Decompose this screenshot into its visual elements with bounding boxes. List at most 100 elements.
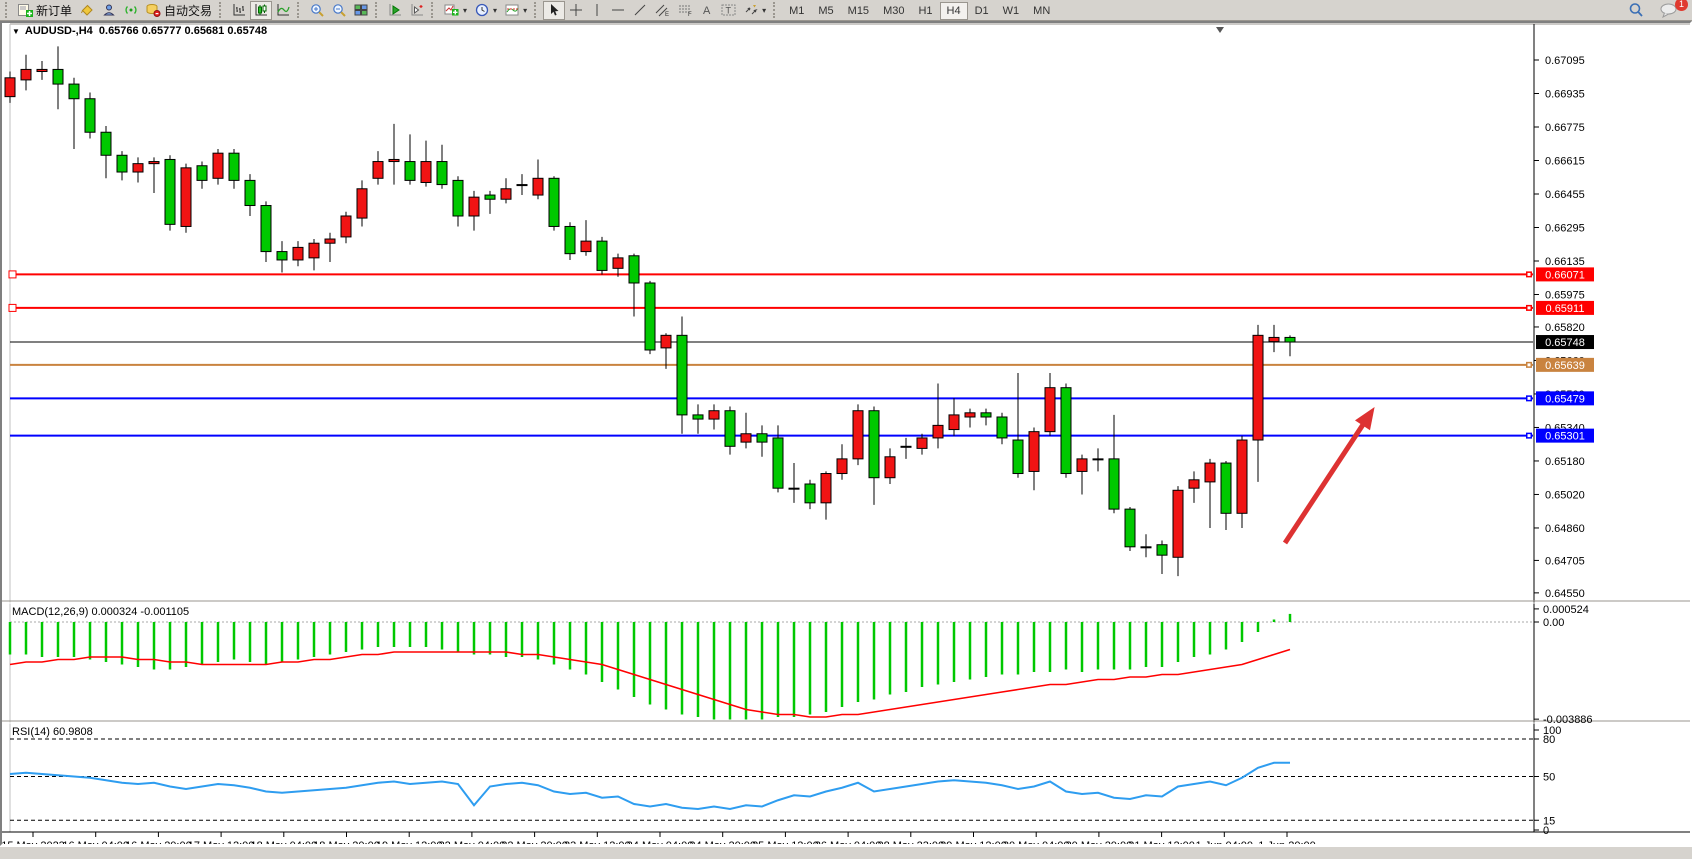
level-anchor[interactable]: [8, 270, 17, 279]
auto-trading-icon: [146, 3, 161, 17]
candle-body: [852, 410, 864, 460]
zoom-out-button[interactable]: [328, 1, 350, 20]
candle-body: [612, 257, 624, 269]
chart-bars-button[interactable]: [228, 1, 250, 20]
timeframe-button-M5[interactable]: M5: [818, 5, 834, 17]
sound-signal-icon: [124, 3, 138, 17]
time-label: 25 May 12:00: [752, 840, 819, 844]
time-label: 16 May 04:00: [62, 840, 129, 844]
candle-body: [436, 161, 448, 186]
price-badge: [1536, 391, 1594, 406]
time-axis[interactable]: 15 May 202316 May 04:0016 May 20:0017 Ma…: [2, 831, 1690, 844]
collapse-triangle-icon: ▼: [12, 27, 20, 36]
price-badge-value: 0.65301: [1545, 431, 1585, 443]
candle-body: [132, 163, 144, 173]
timeframe-button-MN[interactable]: MN: [1033, 5, 1051, 17]
channel-tool-button[interactable]: E: [651, 1, 674, 20]
svg-text:0.00: 0.00: [1543, 617, 1564, 629]
timeframe-button-M30[interactable]: M30: [883, 5, 905, 17]
time-label: 23 May 12:00: [564, 840, 631, 844]
fibonacci-icon: F: [678, 3, 693, 17]
price-chart-canvas[interactable]: 0.67095 0.66935 0.66775 0.66615 0.66455 0.662…: [2, 23, 1690, 844]
price-badge-value: 0.65639: [1545, 360, 1585, 372]
alerts-sound-button[interactable]: [120, 1, 142, 20]
candle-body: [420, 161, 432, 183]
time-label: 19 May 12:00: [376, 840, 443, 844]
step-forward-button[interactable]: [384, 1, 406, 20]
svg-text:0.65975: 0.65975: [1545, 290, 1585, 302]
trendline-tool-button[interactable]: [629, 1, 651, 20]
svg-text:0.64550: 0.64550: [1545, 588, 1585, 600]
timeframe-button-H4[interactable]: H4: [939, 2, 968, 20]
time-label: 22 May 20:00: [501, 840, 568, 844]
text-label-tool-button[interactable]: T: [717, 1, 740, 20]
svg-text:-0.003886: -0.003886: [1543, 714, 1593, 726]
candle-body: [964, 412, 976, 418]
candle-body: [164, 158, 176, 225]
candle-body: [324, 238, 336, 244]
svg-text:0.67095: 0.67095: [1545, 55, 1585, 67]
chevron-down-icon: ▾: [493, 5, 498, 15]
timeframe-button-D1[interactable]: D1: [974, 5, 989, 17]
price-badge: [1536, 428, 1594, 443]
timeframe-button-M1[interactable]: M1: [789, 5, 805, 17]
tile-windows-button[interactable]: [350, 1, 372, 20]
templates-button[interactable]: ▾: [501, 1, 531, 20]
chart-window[interactable]: ▼ AUDUSD-,H4 0.65766 0.65777 0.65681 0.65…: [0, 21, 1692, 846]
svg-text:0.66455: 0.66455: [1545, 189, 1585, 201]
candle-body: [884, 456, 896, 479]
timeframe-button-H1[interactable]: H1: [918, 5, 933, 17]
arrows-shapes-icon: [744, 3, 758, 17]
timeframe-button-M15[interactable]: M15: [847, 5, 870, 17]
svg-text:0.66615: 0.66615: [1545, 156, 1585, 168]
fibonacci-tool-button[interactable]: F: [674, 1, 697, 20]
auto-trading-label: 自动交易: [164, 3, 213, 18]
candle-body: [308, 242, 320, 259]
chart-line-button[interactable]: [272, 1, 294, 20]
svg-text:T: T: [726, 6, 732, 16]
candle-body: [372, 161, 384, 179]
candle-body: [932, 424, 944, 439]
candle-body: [212, 152, 224, 179]
cursor-tool-button[interactable]: [543, 0, 566, 20]
candlestick-chart-icon: [254, 3, 268, 17]
search-button[interactable]: [1624, 1, 1648, 20]
macd-signal-line: [9, 648, 1291, 718]
time-label: 31 May 12:00: [1128, 840, 1195, 844]
svg-text:0: 0: [1543, 825, 1549, 837]
annotation-arrow[interactable]: [1282, 406, 1375, 545]
indicators-button[interactable]: ▾: [440, 1, 471, 20]
shapes-tool-button[interactable]: ▾: [740, 1, 770, 20]
time-label: 1 Jun 20:00: [1258, 840, 1316, 844]
candle-body: [452, 179, 464, 217]
profile-button[interactable]: [98, 1, 120, 20]
candle-body: [532, 177, 544, 196]
chart-ohlc-quote: 0.65766 0.65777 0.65681 0.65748: [98, 25, 268, 37]
new-order-button[interactable]: 新订单: [14, 1, 76, 20]
periods-button[interactable]: ▾: [471, 1, 501, 20]
text-tool-button[interactable]: A: [697, 1, 717, 20]
macd-indicator-label: MACD(12,26,9) 0.000324 -0.001105: [12, 606, 189, 618]
bar-chart-icon: [232, 3, 246, 17]
candle-body: [788, 487, 800, 490]
auto-trading-button[interactable]: 自动交易: [142, 1, 216, 20]
step-single-button[interactable]: [406, 1, 428, 20]
horizontal-line-tool-button[interactable]: [607, 1, 629, 20]
crosshair-tool-button[interactable]: [565, 1, 587, 20]
price-badge-value: 0.66071: [1545, 269, 1585, 281]
chart-background: [2, 23, 1690, 844]
styler-button[interactable]: [76, 1, 98, 20]
svg-text:0.66775: 0.66775: [1545, 122, 1585, 134]
level-anchor[interactable]: [8, 303, 17, 312]
timeframe-button-W1[interactable]: W1: [1002, 5, 1020, 17]
candle-body: [996, 416, 1008, 439]
candle-body: [740, 433, 752, 443]
svg-text:100: 100: [1543, 725, 1561, 737]
chart-candles-button[interactable]: [250, 0, 273, 20]
time-label: 17 May 12:00: [188, 840, 255, 844]
toolbar-grip: [534, 2, 540, 18]
zoom-in-button[interactable]: [306, 1, 328, 20]
vertical-line-tool-button[interactable]: [587, 1, 607, 20]
notifications-button[interactable]: 1: [1656, 0, 1688, 20]
